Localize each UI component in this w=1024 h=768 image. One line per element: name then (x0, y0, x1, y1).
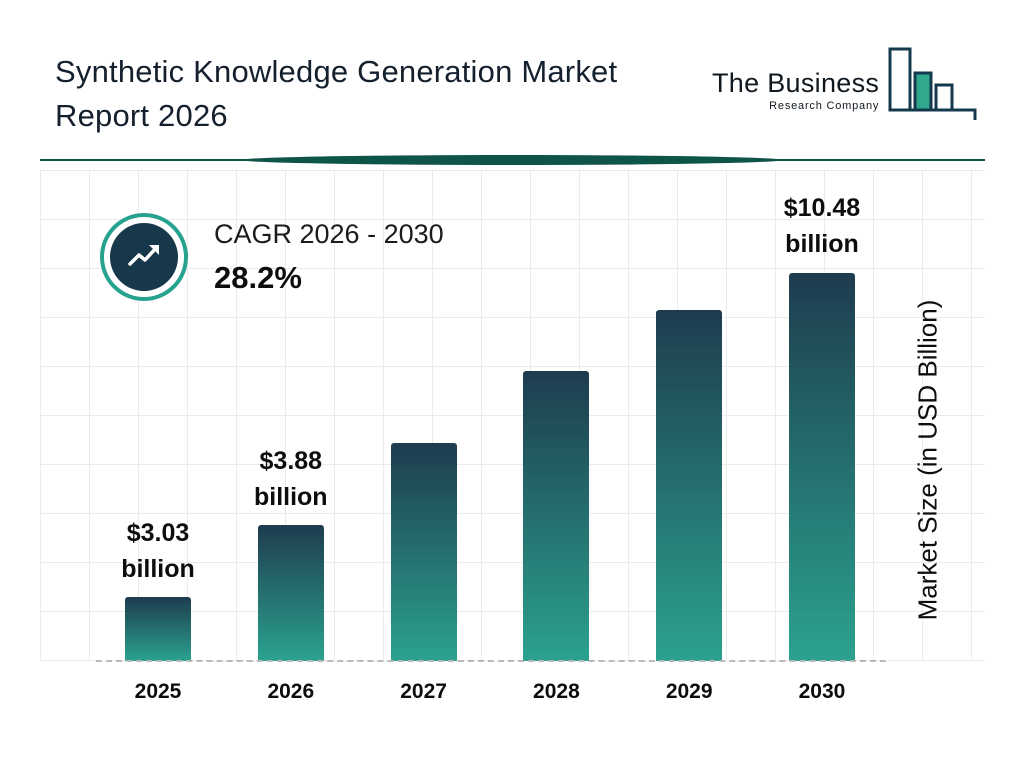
x-axis-label-2029: 2029 (665, 680, 713, 703)
bar-value-label-2025: $3.03 billion (121, 518, 195, 583)
bar-2027 (390, 443, 457, 661)
cagr-label: CAGR 2026 - 2030 (214, 219, 444, 249)
bar-group-2030: $10.48 billion (762, 190, 882, 661)
bar-2030 (788, 272, 855, 661)
company-logo-text: The Business Research Company (712, 46, 879, 112)
bar-group-2028 (496, 190, 616, 661)
company-logo: The Business Research Company (712, 46, 979, 127)
x-axis-label-2030: 2030 (798, 680, 846, 703)
bar-2026 (257, 525, 324, 661)
bar-2029 (656, 310, 723, 661)
chart-baseline (96, 660, 886, 662)
logo-bars-icon (887, 46, 979, 127)
x-axis-label-2028: 2028 (533, 680, 580, 703)
bar-2028 (523, 371, 590, 661)
page-title-line1: Synthetic Knowledge Generation Market (55, 54, 618, 89)
company-subname: Research Company (769, 100, 880, 112)
page-title: Synthetic Knowledge Generation Market Re… (55, 50, 617, 138)
y-axis-label: Market Size (in USD Billion) (912, 299, 943, 621)
section-divider (40, 152, 985, 168)
x-axis-label-2025: 2025 (134, 680, 182, 703)
bar-group-2027 (364, 190, 484, 661)
bar-value-label-2030: $10.48 billion (783, 194, 861, 259)
page-title-line2: Report 2026 (55, 98, 228, 133)
bar-group-2025: $3.03 billion (98, 190, 218, 661)
cagr-badge: CAGR 2026 - 2030 28.2% (100, 213, 444, 301)
bar-value-label-2026: $3.88 billion (253, 446, 328, 511)
x-axis-label-2027: 2027 (400, 680, 447, 703)
trending-up-icon (110, 223, 178, 291)
company-name: The Business (712, 68, 880, 98)
x-axis-label-2026: 2026 (267, 680, 315, 703)
bar-group-2026: $3.88 billion (231, 190, 351, 661)
cagr-circle (100, 213, 188, 301)
bar-2025 (125, 597, 191, 661)
cagr-texts: CAGR 2026 - 2030 28.2% (214, 213, 444, 296)
x-axis-labels: 2025 2026 2027 2028 2029 2030 (98, 680, 882, 704)
cagr-value: 28.2% (214, 260, 302, 295)
bar-group-2029 (629, 190, 749, 661)
bar-chart: $3.03 billion $3.88 billion $10.48 billion (98, 190, 882, 661)
